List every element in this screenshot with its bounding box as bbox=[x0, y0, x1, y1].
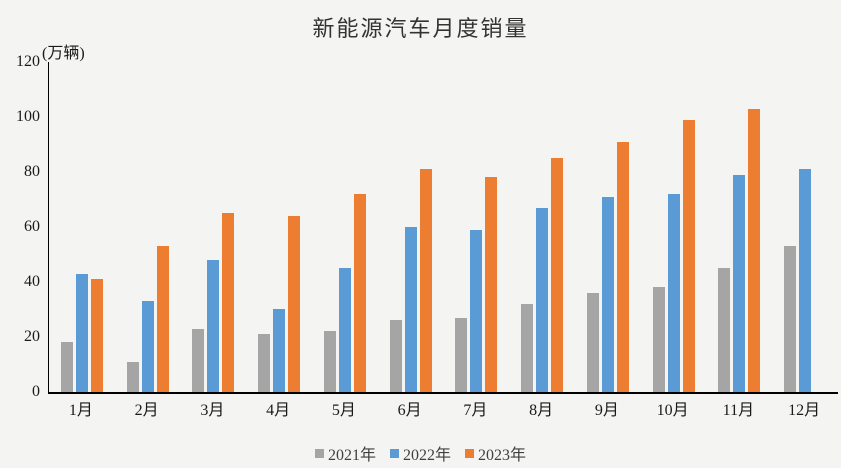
x-tick-label-5月: 5月 bbox=[331, 402, 356, 419]
bar-group-5月 bbox=[312, 62, 378, 392]
legend-swatch-icon bbox=[389, 448, 399, 458]
bar-2022年-2月 bbox=[141, 301, 154, 392]
bar-group-9月 bbox=[575, 62, 641, 392]
x-tick-label-8月: 8月 bbox=[529, 402, 554, 419]
y-tick-label: 120 bbox=[16, 53, 40, 70]
bar-group-8月 bbox=[509, 62, 575, 392]
bar-group-6月 bbox=[378, 62, 444, 392]
y-tick-label: 100 bbox=[16, 108, 40, 125]
legend-item-2022年: 2022年 bbox=[389, 441, 451, 465]
bar-2022年-12月 bbox=[799, 169, 812, 392]
bar-2022年-10月 bbox=[667, 194, 680, 392]
bar-2023年-10月 bbox=[682, 120, 695, 392]
bar-group-11月 bbox=[707, 62, 773, 392]
bar-2022年-11月 bbox=[733, 175, 746, 392]
chart-title: 新能源汽车月度销量 bbox=[312, 16, 529, 41]
x-tick-label-7月: 7月 bbox=[463, 402, 488, 419]
bar-groups bbox=[49, 62, 838, 392]
bar-2021年-1月 bbox=[60, 342, 73, 392]
legend-label: 2021年 bbox=[327, 447, 376, 464]
x-tick-label-6月: 6月 bbox=[397, 402, 422, 419]
y-tick-label: 60 bbox=[24, 218, 40, 235]
bar-2023年-2月 bbox=[156, 246, 169, 392]
bar-2021年-4月 bbox=[258, 334, 271, 392]
bar-group-1月 bbox=[49, 62, 115, 392]
x-tick-label-10月: 10月 bbox=[656, 402, 689, 419]
legend-label: 2023年 bbox=[478, 447, 527, 464]
bar-2021年-8月 bbox=[521, 304, 534, 392]
bar-2022年-8月 bbox=[536, 208, 549, 392]
bar-2022年-6月 bbox=[404, 227, 417, 392]
bar-2021年-5月 bbox=[323, 331, 336, 392]
bar-2023年-11月 bbox=[748, 109, 761, 392]
bar-group-10月 bbox=[641, 62, 707, 392]
bar-2021年-2月 bbox=[126, 362, 139, 392]
y-axis-unit-label: (万辆) bbox=[42, 45, 85, 62]
bar-2022年-1月 bbox=[75, 274, 88, 392]
legend-swatch-icon bbox=[465, 448, 474, 458]
bar-2021年-11月 bbox=[718, 268, 731, 392]
bar-group-4月 bbox=[246, 62, 312, 392]
bar-group-7月 bbox=[444, 62, 510, 392]
bar-2021年-10月 bbox=[652, 287, 665, 392]
y-tick-label: 40 bbox=[24, 273, 40, 290]
bar-2023年-1月 bbox=[90, 279, 103, 392]
bar-2023年-6月 bbox=[419, 169, 432, 392]
bar-group-3月 bbox=[181, 62, 247, 392]
x-tick-label-2月: 2月 bbox=[134, 402, 159, 419]
plot-area bbox=[48, 62, 838, 394]
legend-item-2021年: 2021年 bbox=[314, 441, 376, 465]
x-tick-label-9月: 9月 bbox=[594, 402, 619, 419]
bar-2023年-4月 bbox=[288, 216, 301, 392]
bar-2023年-9月 bbox=[616, 142, 629, 392]
bar-2021年-12月 bbox=[784, 246, 797, 392]
bar-2021年-7月 bbox=[455, 318, 468, 392]
legend-item-2023年: 2023年 bbox=[465, 441, 526, 465]
x-tick-label-4月: 4月 bbox=[266, 402, 291, 419]
x-tick-label-3月: 3月 bbox=[200, 402, 225, 419]
bar-2022年-7月 bbox=[470, 230, 483, 392]
legend-swatch-icon bbox=[314, 448, 324, 458]
legend-label: 2022年 bbox=[402, 447, 451, 464]
x-axis: 1月 2月 3月 4月 5月 6月 7月 8月 9月 10月 11月 12月 bbox=[48, 402, 837, 420]
bar-2021年-3月 bbox=[192, 329, 205, 392]
bar-2023年-5月 bbox=[353, 194, 366, 392]
y-tick-label: 20 bbox=[24, 328, 40, 345]
bar-2023年-3月 bbox=[222, 213, 235, 392]
bar-2022年-4月 bbox=[273, 309, 286, 392]
bar-2021年-6月 bbox=[389, 320, 402, 392]
legend: 2021年 2022年 2023年 bbox=[0, 441, 841, 465]
bar-2022年-5月 bbox=[338, 268, 351, 392]
x-tick-label-12月: 12月 bbox=[788, 402, 821, 419]
x-tick-label-11月: 11月 bbox=[722, 402, 755, 419]
bar-group-2月 bbox=[115, 62, 181, 392]
bar-2021年-9月 bbox=[586, 293, 599, 392]
bar-2022年-3月 bbox=[207, 260, 220, 392]
bar-group-12月 bbox=[772, 62, 838, 392]
y-tick-label: 80 bbox=[24, 163, 40, 180]
bar-2023年-8月 bbox=[551, 158, 564, 392]
y-tick-label: 0 bbox=[32, 383, 40, 400]
x-tick-label-1月: 1月 bbox=[68, 402, 93, 419]
bar-2023年-7月 bbox=[485, 177, 498, 392]
bar-2022年-9月 bbox=[601, 197, 614, 392]
